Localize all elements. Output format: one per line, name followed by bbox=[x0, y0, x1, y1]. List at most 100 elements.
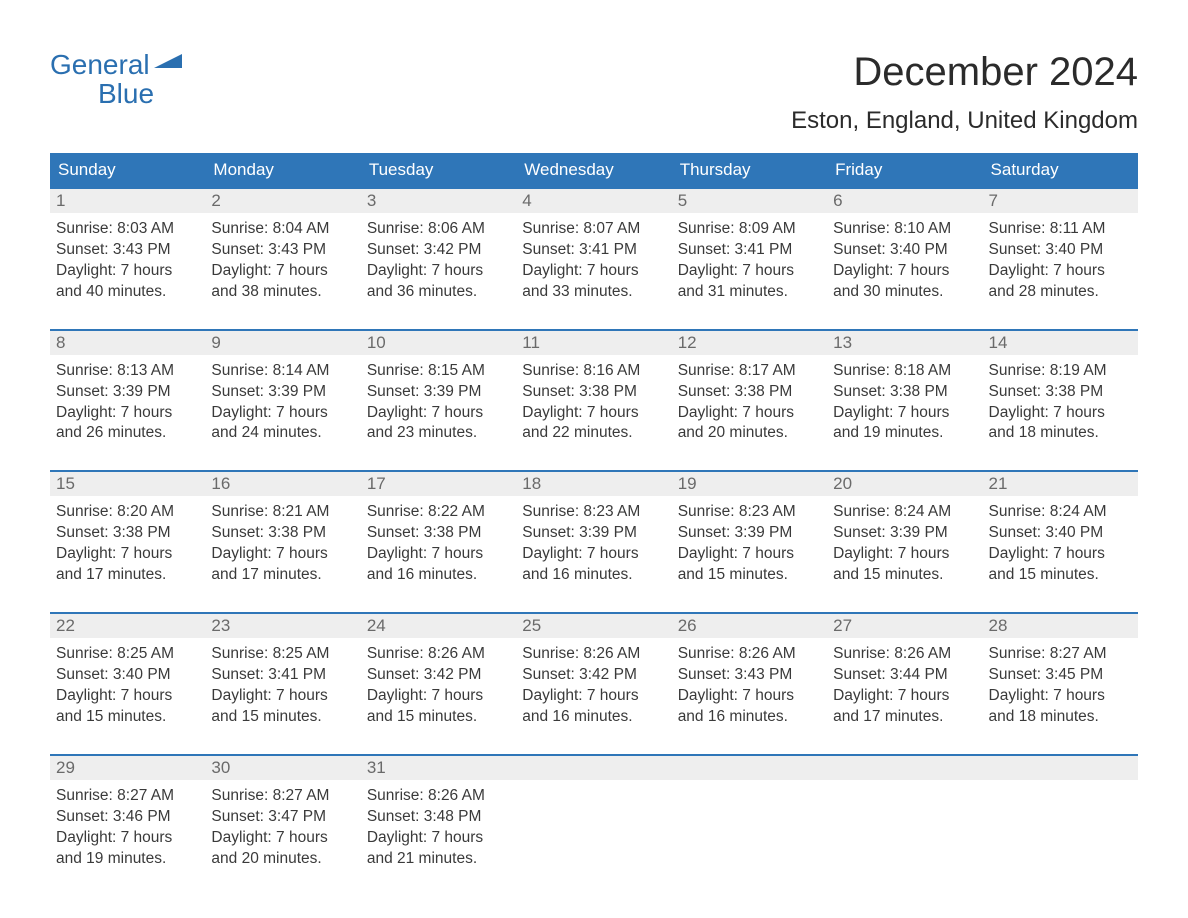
sunrise-line: Sunrise: 8:19 AM bbox=[989, 361, 1132, 382]
calendar-day: 16Sunrise: 8:21 AMSunset: 3:38 PMDayligh… bbox=[205, 472, 360, 590]
sunset-line: Sunset: 3:45 PM bbox=[989, 665, 1132, 686]
day-body: Sunrise: 8:11 AMSunset: 3:40 PMDaylight:… bbox=[983, 213, 1138, 307]
day-body: Sunrise: 8:27 AMSunset: 3:47 PMDaylight:… bbox=[205, 780, 360, 874]
calendar-day: 19Sunrise: 8:23 AMSunset: 3:39 PMDayligh… bbox=[672, 472, 827, 590]
sunset-line: Sunset: 3:43 PM bbox=[678, 665, 821, 686]
calendar-day: 10Sunrise: 8:15 AMSunset: 3:39 PMDayligh… bbox=[361, 331, 516, 449]
day-number: 28 bbox=[983, 614, 1138, 638]
sunrise-line: Sunrise: 8:22 AM bbox=[367, 502, 510, 523]
day-number: 10 bbox=[361, 331, 516, 355]
sunrise-line: Sunrise: 8:23 AM bbox=[678, 502, 821, 523]
day-body: Sunrise: 8:07 AMSunset: 3:41 PMDaylight:… bbox=[516, 213, 671, 307]
day-number: 4 bbox=[516, 189, 671, 213]
sunset-line: Sunset: 3:39 PM bbox=[522, 523, 665, 544]
sunrise-line: Sunrise: 8:25 AM bbox=[211, 644, 354, 665]
sunrise-line: Sunrise: 8:11 AM bbox=[989, 219, 1132, 240]
weeks-container: 1Sunrise: 8:03 AMSunset: 3:43 PMDaylight… bbox=[50, 187, 1138, 873]
calendar-day bbox=[516, 756, 671, 874]
daylight-line: Daylight: 7 hours and 28 minutes. bbox=[989, 261, 1132, 303]
calendar-day: 8Sunrise: 8:13 AMSunset: 3:39 PMDaylight… bbox=[50, 331, 205, 449]
sunrise-line: Sunrise: 8:26 AM bbox=[833, 644, 976, 665]
sunset-line: Sunset: 3:47 PM bbox=[211, 807, 354, 828]
calendar-day: 31Sunrise: 8:26 AMSunset: 3:48 PMDayligh… bbox=[361, 756, 516, 874]
sunrise-line: Sunrise: 8:16 AM bbox=[522, 361, 665, 382]
day-number: 17 bbox=[361, 472, 516, 496]
day-body: Sunrise: 8:14 AMSunset: 3:39 PMDaylight:… bbox=[205, 355, 360, 449]
calendar-day: 23Sunrise: 8:25 AMSunset: 3:41 PMDayligh… bbox=[205, 614, 360, 732]
sunset-line: Sunset: 3:38 PM bbox=[56, 523, 199, 544]
sunrise-line: Sunrise: 8:27 AM bbox=[56, 786, 199, 807]
daylight-line: Daylight: 7 hours and 20 minutes. bbox=[211, 828, 354, 870]
sunset-line: Sunset: 3:39 PM bbox=[56, 382, 199, 403]
daylight-line: Daylight: 7 hours and 20 minutes. bbox=[678, 403, 821, 445]
sunset-line: Sunset: 3:39 PM bbox=[833, 523, 976, 544]
calendar-day bbox=[827, 756, 982, 874]
day-header-wednesday: Wednesday bbox=[516, 153, 671, 187]
daylight-line: Daylight: 7 hours and 38 minutes. bbox=[211, 261, 354, 303]
day-number: 1 bbox=[50, 189, 205, 213]
day-body: Sunrise: 8:23 AMSunset: 3:39 PMDaylight:… bbox=[672, 496, 827, 590]
day-body: Sunrise: 8:16 AMSunset: 3:38 PMDaylight:… bbox=[516, 355, 671, 449]
calendar-day: 24Sunrise: 8:26 AMSunset: 3:42 PMDayligh… bbox=[361, 614, 516, 732]
sunrise-line: Sunrise: 8:27 AM bbox=[211, 786, 354, 807]
sunset-line: Sunset: 3:38 PM bbox=[367, 523, 510, 544]
day-body: Sunrise: 8:06 AMSunset: 3:42 PMDaylight:… bbox=[361, 213, 516, 307]
calendar-day: 30Sunrise: 8:27 AMSunset: 3:47 PMDayligh… bbox=[205, 756, 360, 874]
day-header-sunday: Sunday bbox=[50, 153, 205, 187]
logo-text-line1: General bbox=[50, 50, 150, 79]
sunset-line: Sunset: 3:41 PM bbox=[678, 240, 821, 261]
sunset-line: Sunset: 3:41 PM bbox=[211, 665, 354, 686]
day-number: 18 bbox=[516, 472, 671, 496]
day-number: 16 bbox=[205, 472, 360, 496]
daylight-line: Daylight: 7 hours and 17 minutes. bbox=[211, 544, 354, 586]
page-header: General Blue December 2024 Eston, Englan… bbox=[50, 50, 1138, 145]
daylight-line: Daylight: 7 hours and 15 minutes. bbox=[56, 686, 199, 728]
day-header-thursday: Thursday bbox=[672, 153, 827, 187]
sunset-line: Sunset: 3:38 PM bbox=[989, 382, 1132, 403]
calendar-day: 15Sunrise: 8:20 AMSunset: 3:38 PMDayligh… bbox=[50, 472, 205, 590]
day-body: Sunrise: 8:26 AMSunset: 3:44 PMDaylight:… bbox=[827, 638, 982, 732]
calendar-day: 14Sunrise: 8:19 AMSunset: 3:38 PMDayligh… bbox=[983, 331, 1138, 449]
calendar-week: 8Sunrise: 8:13 AMSunset: 3:39 PMDaylight… bbox=[50, 329, 1138, 449]
sunrise-line: Sunrise: 8:03 AM bbox=[56, 219, 199, 240]
sunrise-line: Sunrise: 8:18 AM bbox=[833, 361, 976, 382]
calendar-day: 3Sunrise: 8:06 AMSunset: 3:42 PMDaylight… bbox=[361, 189, 516, 307]
day-number: 19 bbox=[672, 472, 827, 496]
calendar-day: 1Sunrise: 8:03 AMSunset: 3:43 PMDaylight… bbox=[50, 189, 205, 307]
calendar-day: 17Sunrise: 8:22 AMSunset: 3:38 PMDayligh… bbox=[361, 472, 516, 590]
day-number: 7 bbox=[983, 189, 1138, 213]
sunset-line: Sunset: 3:42 PM bbox=[522, 665, 665, 686]
calendar-week: 15Sunrise: 8:20 AMSunset: 3:38 PMDayligh… bbox=[50, 470, 1138, 590]
day-body: Sunrise: 8:22 AMSunset: 3:38 PMDaylight:… bbox=[361, 496, 516, 590]
sunset-line: Sunset: 3:44 PM bbox=[833, 665, 976, 686]
daylight-line: Daylight: 7 hours and 17 minutes. bbox=[56, 544, 199, 586]
sunset-line: Sunset: 3:39 PM bbox=[678, 523, 821, 544]
daylight-line: Daylight: 7 hours and 19 minutes. bbox=[56, 828, 199, 870]
sunset-line: Sunset: 3:38 PM bbox=[833, 382, 976, 403]
day-number: 21 bbox=[983, 472, 1138, 496]
calendar-day: 22Sunrise: 8:25 AMSunset: 3:40 PMDayligh… bbox=[50, 614, 205, 732]
day-number: 6 bbox=[827, 189, 982, 213]
day-body: Sunrise: 8:27 AMSunset: 3:45 PMDaylight:… bbox=[983, 638, 1138, 732]
calendar-day: 12Sunrise: 8:17 AMSunset: 3:38 PMDayligh… bbox=[672, 331, 827, 449]
calendar-day: 21Sunrise: 8:24 AMSunset: 3:40 PMDayligh… bbox=[983, 472, 1138, 590]
daylight-line: Daylight: 7 hours and 40 minutes. bbox=[56, 261, 199, 303]
calendar-header-row: Sunday Monday Tuesday Wednesday Thursday… bbox=[50, 153, 1138, 187]
calendar-day: 25Sunrise: 8:26 AMSunset: 3:42 PMDayligh… bbox=[516, 614, 671, 732]
day-body: Sunrise: 8:23 AMSunset: 3:39 PMDaylight:… bbox=[516, 496, 671, 590]
daylight-line: Daylight: 7 hours and 17 minutes. bbox=[833, 686, 976, 728]
daylight-line: Daylight: 7 hours and 16 minutes. bbox=[678, 686, 821, 728]
day-number: 30 bbox=[205, 756, 360, 780]
daylight-line: Daylight: 7 hours and 15 minutes. bbox=[211, 686, 354, 728]
daylight-line: Daylight: 7 hours and 22 minutes. bbox=[522, 403, 665, 445]
calendar-day: 11Sunrise: 8:16 AMSunset: 3:38 PMDayligh… bbox=[516, 331, 671, 449]
day-body: Sunrise: 8:25 AMSunset: 3:41 PMDaylight:… bbox=[205, 638, 360, 732]
page-subtitle: Eston, England, United Kingdom bbox=[791, 107, 1138, 135]
day-header-saturday: Saturday bbox=[983, 153, 1138, 187]
sunrise-line: Sunrise: 8:04 AM bbox=[211, 219, 354, 240]
sunrise-line: Sunrise: 8:26 AM bbox=[367, 644, 510, 665]
day-body: Sunrise: 8:17 AMSunset: 3:38 PMDaylight:… bbox=[672, 355, 827, 449]
calendar-day: 7Sunrise: 8:11 AMSunset: 3:40 PMDaylight… bbox=[983, 189, 1138, 307]
logo-text-line2: Blue bbox=[98, 78, 154, 109]
day-number: 3 bbox=[361, 189, 516, 213]
